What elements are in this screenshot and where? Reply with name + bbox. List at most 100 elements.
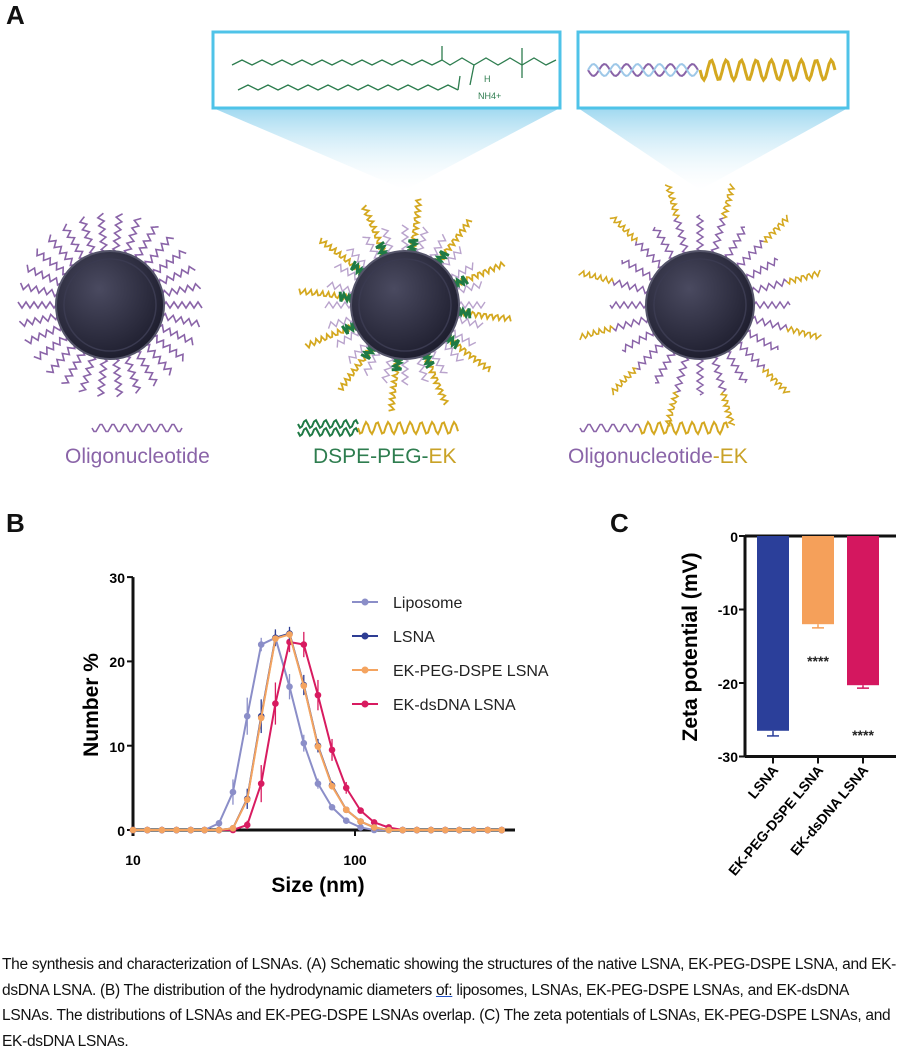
panel-label-c: C xyxy=(610,508,629,538)
y-tick-label: 0 xyxy=(730,529,738,545)
bar xyxy=(847,536,879,686)
data-point xyxy=(357,807,364,814)
data-point xyxy=(257,641,265,648)
oligonucleotide-strand xyxy=(710,217,726,258)
oligonucleotide-strand xyxy=(363,347,381,377)
oligonucleotide-strand xyxy=(362,236,383,263)
data-point xyxy=(342,817,350,825)
oligonucleotide-strand xyxy=(159,300,203,310)
legend-swatch-marker xyxy=(361,598,369,606)
y-tick-label: -10 xyxy=(718,602,738,618)
liposome-inner-ring xyxy=(358,258,452,352)
data-point xyxy=(229,788,237,796)
figure-caption: The synthesis and characterization of LS… xyxy=(2,952,897,1054)
data-point xyxy=(314,743,322,750)
oligonucleotide-strand xyxy=(155,265,196,288)
data-point xyxy=(129,826,137,834)
ek-peptide xyxy=(762,368,791,394)
label-dspe-peg-ek: DSPE-PEG-EK xyxy=(313,445,457,469)
oligonucleotide-strand xyxy=(381,227,396,258)
data-point xyxy=(229,825,237,832)
oligo-ek-helix xyxy=(587,57,837,83)
oligonucleotide-strand xyxy=(326,281,358,295)
oligonucleotide-strand xyxy=(141,342,173,376)
legend-swatch-marker xyxy=(361,700,369,708)
caption-text: liposomes, LSNAs, EK-PEG-DSPE LSNAs, and… xyxy=(2,981,891,1050)
x-tick-label: EK-dsDNA LSNA xyxy=(787,762,871,858)
oligonucleotide-strand xyxy=(447,262,474,283)
x-tick-label: 10 xyxy=(125,852,141,868)
oligonucleotide-strand xyxy=(747,315,788,331)
data-point xyxy=(300,682,308,690)
y-tick-label: 0 xyxy=(117,823,125,839)
oligonucleotide-strand xyxy=(46,340,77,374)
oligonucleotide-strand xyxy=(111,354,124,398)
oligonucleotide-strand xyxy=(17,300,61,310)
dspe-chemical-structure xyxy=(231,46,557,91)
y-tick-label: -20 xyxy=(718,676,738,692)
data-point xyxy=(314,780,322,787)
oligonucleotide-strand xyxy=(123,217,142,259)
data-point xyxy=(215,826,223,834)
legend-swatch-marker xyxy=(361,632,369,640)
data-point xyxy=(357,824,364,831)
ek-peptide xyxy=(578,269,614,285)
oligonucleotide-strand xyxy=(19,282,62,298)
oligonucleotide-strand xyxy=(96,212,109,256)
data-point xyxy=(272,635,279,642)
x-axis-label: Size (nm) xyxy=(271,874,364,897)
size-distribution-chart: 30 20 10 0 10 100 Size (nm) Number % Lip… xyxy=(80,570,549,897)
oligonucleotide-strand xyxy=(158,282,202,299)
ek-peptide xyxy=(763,214,789,243)
data-point xyxy=(357,818,364,825)
ek-peptide xyxy=(786,325,822,341)
oligonucleotide-strand xyxy=(735,239,764,272)
oligonucleotide-strand xyxy=(722,347,748,384)
significance-marker: **** xyxy=(852,727,874,743)
data-point xyxy=(243,821,251,829)
oligonucleotide-strand xyxy=(733,340,766,369)
zeta-potential-chart: 0 -10 -20 -30 Zeta potential (mV) LSNAEK… xyxy=(679,529,896,879)
liposome-core xyxy=(645,250,755,360)
x-tick-label: LSNA xyxy=(745,762,782,801)
data-point xyxy=(158,826,166,834)
chem-label-nh4: NH4+ xyxy=(478,91,501,101)
nanoparticle xyxy=(578,183,822,427)
data-point xyxy=(257,780,265,787)
oligonucleotide-strand xyxy=(26,264,66,287)
y-tick-label: 20 xyxy=(109,654,125,670)
data-point xyxy=(328,803,336,811)
oligonucleotide-strand xyxy=(18,311,62,328)
ek-peptide xyxy=(609,216,638,242)
y-tick-label: -30 xyxy=(718,749,738,765)
ek-peptide xyxy=(611,367,637,396)
oligonucleotide-strand xyxy=(415,226,429,258)
oligonucleotide-strand xyxy=(158,312,201,328)
schematic: NH4+ H xyxy=(17,30,850,438)
zoom-fan-lipid xyxy=(213,108,560,190)
oligonucleotide-strand xyxy=(695,354,705,396)
y-tick-label: 10 xyxy=(109,739,125,755)
data-point xyxy=(456,826,463,834)
oligonucleotide-strand xyxy=(438,340,464,362)
oligonucleotide-strand xyxy=(609,300,651,310)
oligonucleotide-strand xyxy=(654,347,676,384)
oligonucleotide-strand xyxy=(724,226,746,263)
data-point xyxy=(300,739,308,747)
label-part: -EK xyxy=(712,445,748,468)
oligonucleotide-strand xyxy=(61,347,86,384)
oligonucleotide-strand xyxy=(327,314,358,329)
data-point xyxy=(286,631,293,638)
oligonucleotide-strand xyxy=(414,352,429,383)
data-point xyxy=(257,714,265,722)
oligonucleotide-strand xyxy=(454,300,486,310)
oligonucleotide-strand xyxy=(452,281,483,296)
oligonucleotide-strand xyxy=(24,322,65,345)
oligonucleotide-strand xyxy=(612,314,653,333)
oligonucleotide-strand xyxy=(674,352,690,393)
oligonucleotide-strand xyxy=(709,352,728,393)
label-oligonucleotide: Oligonucleotide xyxy=(65,445,210,469)
nanoparticles xyxy=(17,183,822,427)
